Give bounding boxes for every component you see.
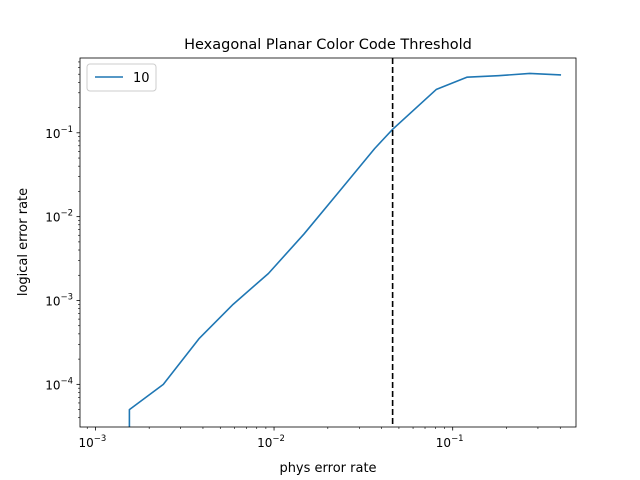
legend-label: 10 — [133, 71, 150, 86]
y-axis-label: logical error rate — [16, 188, 31, 296]
y-axis-ticks: 10−4 10−3 10−2 10−1 — [45, 61, 80, 419]
series-line-0 — [128, 72, 562, 427]
plot-area — [79, 57, 577, 428]
x-tick-label: 10−2 — [257, 434, 285, 450]
x-axis-ticks: 10−3 10−2 10−1 — [78, 427, 561, 450]
y-tick-label: 10−3 — [45, 293, 73, 309]
x-axis-label: phys error rate — [279, 461, 376, 476]
legend: 10 — [86, 63, 157, 92]
x-tick-label: 10−1 — [436, 434, 464, 450]
x-tick-label: 10−3 — [78, 434, 106, 450]
chart-title: Hexagonal Planar Color Code Threshold — [184, 37, 472, 53]
series-layer — [128, 72, 562, 427]
y-tick-label: 10−4 — [45, 376, 73, 392]
plot-frame — [79, 57, 577, 428]
y-tick-label: 10−1 — [45, 125, 73, 141]
y-tick-label: 10−2 — [45, 209, 73, 225]
